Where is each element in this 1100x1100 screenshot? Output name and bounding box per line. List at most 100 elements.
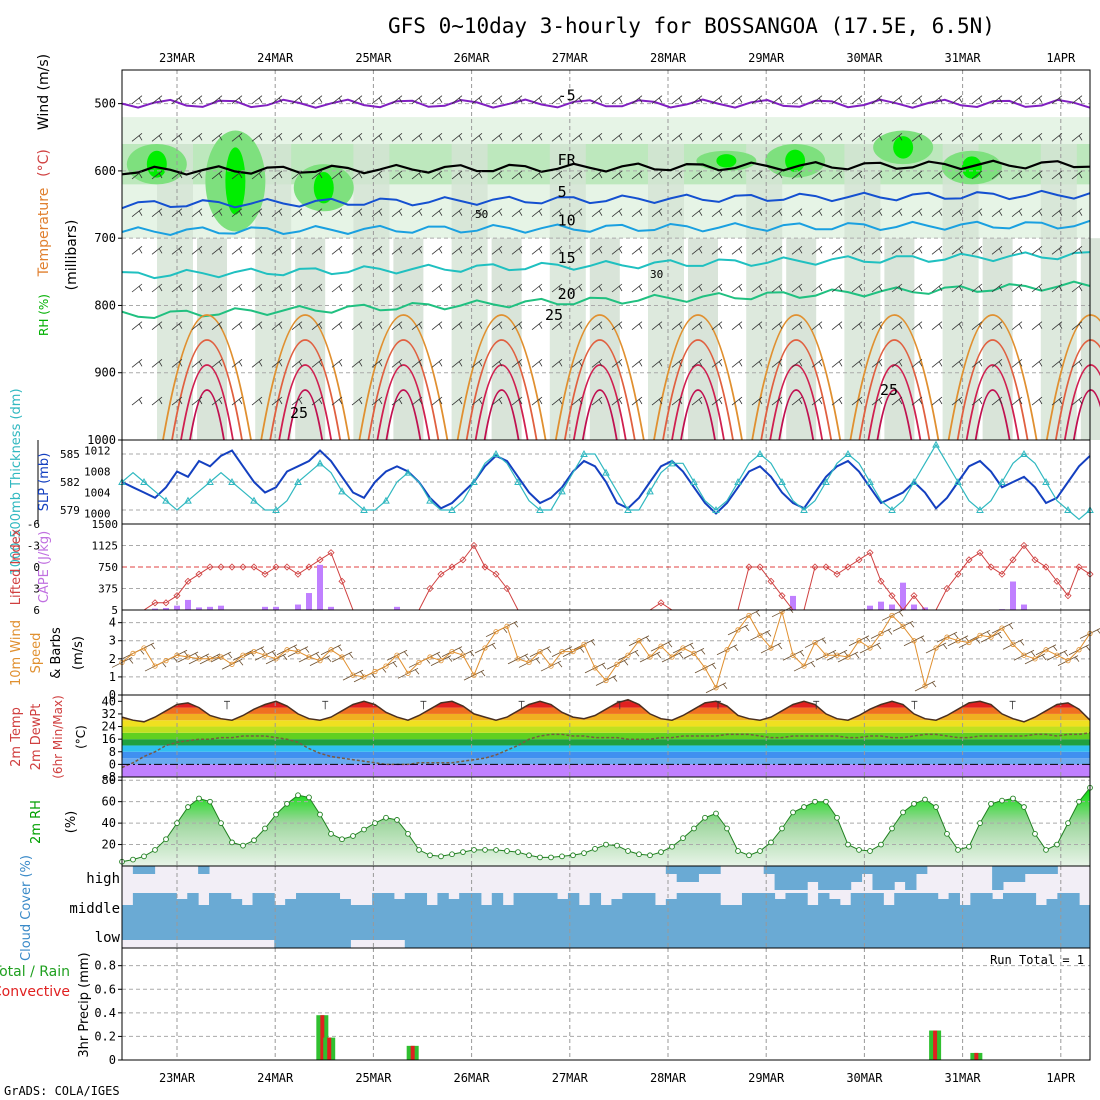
wind-barb (351, 170, 363, 180)
cloud-cell-middle (850, 893, 863, 922)
wind-barb (351, 396, 363, 406)
wind-speed-marker (1021, 652, 1027, 658)
wind-barb (711, 321, 723, 330)
wind-barb (751, 359, 763, 368)
wind-barb (231, 359, 243, 368)
wind-barb (691, 246, 703, 255)
rh-marker (548, 854, 554, 861)
cloud-row-label: low (95, 930, 121, 946)
rh-marker (350, 833, 356, 839)
cloud-panel: high middle low Cloud Cover (%) (19, 855, 1091, 961)
cloud-cell-low (187, 922, 199, 940)
wind-barb (151, 132, 163, 142)
rh-marker (592, 845, 598, 852)
wind-barb (791, 170, 803, 180)
wind-speed-marker (559, 648, 565, 655)
lifted-index-marker (1042, 563, 1050, 571)
wind-barb (391, 283, 403, 293)
cloud-cell-low (361, 922, 373, 940)
wind-barb (1011, 246, 1023, 255)
warm-contour (260, 314, 351, 441)
rh-marker (900, 809, 906, 816)
temp-unit-label: (°C) (74, 725, 88, 749)
wind-barb (771, 283, 783, 293)
wind-barb (1051, 321, 1063, 330)
wind-barb (271, 95, 283, 104)
rh-marker (152, 847, 158, 853)
lifted-index-marker (767, 577, 775, 585)
warm-contour (769, 364, 824, 441)
lifted-index-marker (745, 563, 753, 571)
wind-barb (331, 132, 343, 142)
wind-barb (831, 95, 843, 104)
wind-barb (671, 246, 683, 255)
date-label-bottom: 31MAR (945, 1071, 982, 1085)
wind-barb (571, 396, 583, 406)
rh-marker (537, 854, 543, 861)
bottom-date-labels: 23MAR 24MAR 25MAR 26MAR 27MAR 28MAR 29MAR 30MAR… (159, 1071, 1076, 1085)
wind-barb (551, 132, 563, 142)
thickness-tick-label: 585 (60, 448, 80, 461)
wind-barb (191, 396, 203, 406)
cloud-cell-middle (209, 893, 221, 922)
wind-barb (931, 132, 943, 142)
cloud-cell-middle (328, 893, 341, 922)
wind-barb (971, 132, 983, 142)
cloud-cell-high (774, 866, 786, 890)
rh-marker (207, 798, 213, 805)
lifted-index-marker (976, 549, 984, 557)
cloud-cell-high (850, 866, 863, 882)
wind-speed-marker (768, 645, 774, 651)
wind-barb (851, 283, 863, 293)
wind-barb (131, 396, 143, 406)
rh2m-panel: 80 60 40 20 2m RH (%) (29, 773, 1093, 867)
cloud-cell-middle (731, 905, 743, 922)
wind-barb (211, 132, 223, 142)
cloud-cell-low (209, 922, 221, 940)
cloud-cell-low (1068, 922, 1080, 948)
wind-barb (911, 132, 923, 142)
wind-speed-marker (438, 658, 444, 664)
wind-barb (531, 396, 543, 406)
thickness-marker (998, 477, 1006, 485)
wind-barb (171, 396, 183, 406)
wind-barb (431, 95, 443, 104)
rh-marker (504, 848, 510, 854)
wind-barb (631, 396, 643, 406)
rh-marker (262, 825, 268, 832)
cloud-cell-low (122, 922, 134, 940)
thickness-marker (866, 477, 874, 485)
rh-marker (845, 841, 851, 848)
wind-barb (731, 170, 743, 180)
warm-contour (1063, 364, 1100, 441)
cloud-cell-middle (132, 893, 145, 922)
wind-barb (371, 132, 383, 142)
cloud-cell-low (132, 922, 145, 940)
wind-speed-marker (262, 652, 268, 658)
wind-barb (471, 396, 483, 406)
thickness-marker (162, 496, 170, 504)
wind-speed-marker (834, 652, 840, 658)
thickness-marker (976, 505, 984, 513)
cloud-cell-middle (546, 893, 558, 922)
cloud-cell-middle (720, 905, 732, 922)
wind-barb (331, 283, 343, 293)
lifted-index-marker (855, 556, 863, 564)
rh-marker (834, 814, 840, 821)
wind-barb (271, 396, 283, 406)
temp-band (122, 758, 1090, 765)
warm-contour (456, 314, 547, 441)
thickness-marker (822, 477, 830, 485)
minmax-bar (224, 700, 230, 710)
wind-barb (771, 95, 783, 104)
wind-speed-marker (218, 654, 224, 660)
cloud-cell-middle (480, 905, 493, 922)
lifted-index-marker (778, 592, 786, 600)
wind-barb (431, 132, 443, 142)
cloud-cell-middle (981, 893, 993, 922)
warm-contour (367, 339, 440, 441)
wind-barb (151, 359, 163, 368)
y-tick-label: 600 (94, 164, 116, 178)
wind-barb (331, 359, 343, 368)
